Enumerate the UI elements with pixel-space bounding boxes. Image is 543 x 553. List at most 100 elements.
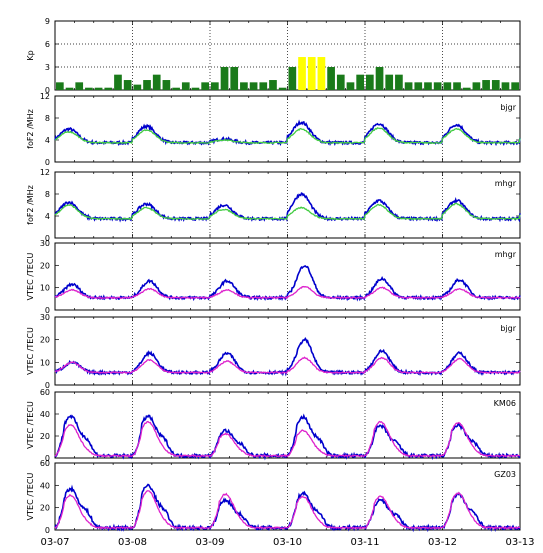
kp-bar — [395, 74, 403, 90]
kp-bar — [307, 57, 316, 90]
kp-bar — [201, 82, 209, 90]
y-tick-label: 20 — [40, 432, 50, 441]
kp-bar — [375, 67, 384, 90]
panel-3: 0 10 20 30 VTEC /TECU mhgr — [26, 239, 521, 315]
y-axis-label: foF2 /MHz — [26, 185, 35, 225]
station-label: KM06 — [494, 399, 516, 408]
kp-bar — [191, 87, 200, 90]
panel-2: 0 4 8 12 foF2 /MHz mhgr — [26, 168, 521, 243]
kp-bar — [75, 82, 84, 90]
x-tick-label: 03-07 — [40, 537, 69, 548]
x-tick-label: 03-08 — [118, 537, 147, 548]
panel-1: 0 4 8 12 foF2 /MHz bjgr — [26, 92, 521, 167]
kp-bar — [472, 82, 481, 90]
x-tick-label: 03-11 — [350, 537, 379, 548]
kp-bar — [94, 87, 103, 90]
kp-bar — [230, 67, 239, 90]
kp-bar — [298, 57, 306, 90]
station-label: GZ03 — [494, 470, 516, 479]
kp-bar — [65, 87, 74, 90]
kp-bar — [327, 67, 335, 90]
kp-bar — [133, 84, 142, 90]
y-tick-label: 3 — [45, 63, 50, 72]
series-line-1 — [55, 285, 521, 300]
kp-bar — [424, 82, 432, 90]
y-axis-label: VTEC /TECU — [26, 327, 35, 375]
y-tick-label: 0 — [45, 381, 50, 390]
series-line-1 — [54, 420, 521, 458]
y-tick-label: 0 — [45, 526, 50, 535]
kp-bar — [482, 80, 490, 90]
y-tick-label: 9 — [45, 17, 50, 26]
kp-bar — [443, 82, 452, 90]
y-tick-label: 40 — [40, 410, 50, 419]
y-tick-label: 0 — [45, 86, 50, 95]
x-tick-label: 03-10 — [273, 537, 302, 548]
kp-bar — [104, 87, 113, 90]
kp-bar — [181, 82, 190, 90]
y-tick-label: 60 — [40, 388, 50, 397]
series-line-1 — [54, 356, 521, 375]
kp-bar — [172, 87, 180, 90]
y-axis-label: Kp — [26, 50, 35, 60]
y-tick-label: 8 — [45, 190, 50, 199]
kp-bar — [453, 82, 461, 90]
y-tick-label: 4 — [45, 136, 50, 145]
series-line-1 — [54, 127, 521, 145]
panel-frame — [54, 20, 521, 91]
y-tick-label: 4 — [45, 212, 50, 221]
y-tick-label: 30 — [40, 313, 50, 322]
kp-bar — [404, 82, 413, 90]
y-tick-label: 10 — [40, 284, 50, 293]
y-tick-label: 30 — [40, 239, 50, 248]
kp-bar — [385, 74, 394, 90]
kp-bar — [85, 87, 93, 90]
kp-bar — [356, 74, 364, 90]
kp-bar — [491, 80, 500, 90]
kp-bar — [462, 87, 471, 90]
panel-4: 0 10 20 30 VTEC /TECU bjgr — [26, 313, 521, 390]
kp-bar — [269, 80, 277, 90]
x-tick-label: 03-13 — [505, 537, 534, 548]
y-axis-label: VTEC /TECU — [26, 473, 35, 521]
kp-bar — [259, 82, 268, 90]
kp-bar — [162, 80, 171, 90]
y-tick-label: 8 — [45, 114, 50, 123]
panel-5: 0 20 40 60 VTEC /TECU KM06 — [26, 388, 521, 463]
series-line-1 — [54, 202, 521, 221]
station-label: mhgr — [495, 179, 517, 188]
panels-group: 0 3 6 9 Kp 0 4 8 12 foF2 /MHz bjgr 0 4 8 12 foF2 /MHz mh… — [26, 17, 521, 535]
station-label: bjgr — [500, 103, 516, 112]
kp-bar — [123, 80, 132, 90]
kp-bar — [317, 57, 326, 90]
kp-bar — [220, 67, 229, 90]
kp-bar — [336, 74, 345, 90]
y-tick-label: 10 — [40, 358, 50, 367]
y-tick-label: 60 — [40, 459, 50, 468]
y-tick-label: 20 — [40, 504, 50, 513]
kp-bar — [152, 74, 161, 90]
kp-bar — [346, 82, 355, 90]
kp-bar — [56, 82, 64, 90]
y-axis-label: VTEC /TECU — [26, 401, 35, 449]
y-tick-label: 0 — [45, 158, 50, 167]
y-axis-label: foF2 /MHz — [26, 109, 35, 149]
y-tick-label: 12 — [40, 92, 50, 101]
kp-bar — [288, 67, 297, 90]
series-line-1 — [54, 490, 520, 530]
kp-bar — [143, 80, 151, 90]
series-line-0 — [54, 192, 521, 223]
y-axis-label: VTEC /TECU — [26, 253, 35, 301]
kp-bar — [511, 82, 519, 90]
y-tick-label: 6 — [45, 40, 50, 49]
y-tick-label: 12 — [40, 168, 50, 177]
y-tick-label: 40 — [40, 481, 50, 490]
y-tick-label: 0 — [45, 306, 50, 315]
kp-bar — [249, 82, 258, 90]
panel-0: 0 3 6 9 Kp — [26, 17, 521, 95]
y-tick-label: 20 — [40, 261, 50, 270]
station-label: bjgr — [500, 324, 516, 333]
kp-bar — [501, 82, 510, 90]
x-tick-label: 03-09 — [195, 537, 224, 548]
